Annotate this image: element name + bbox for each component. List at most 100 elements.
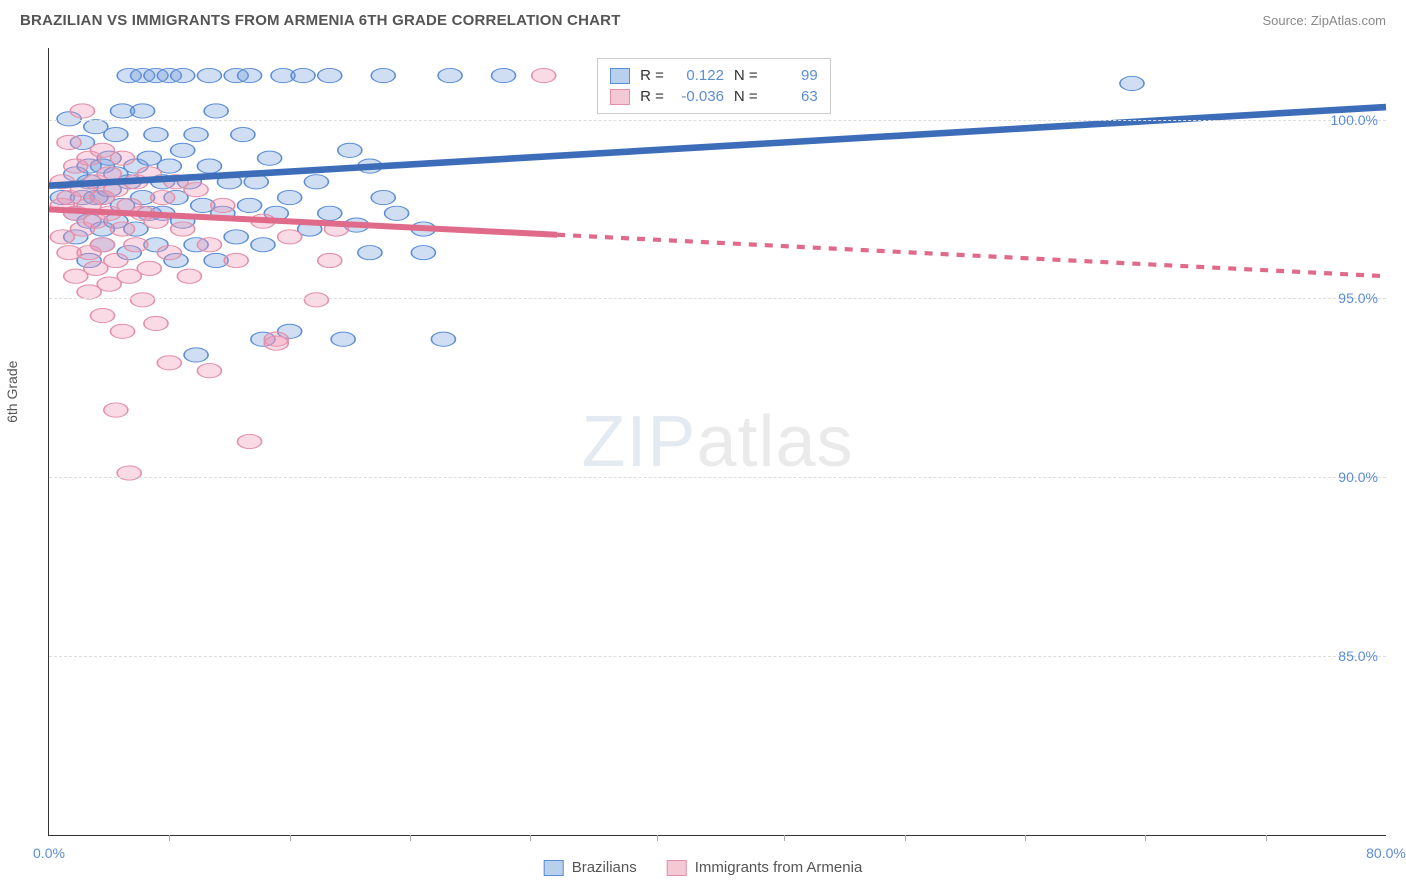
- stat-n-value: 63: [768, 88, 818, 105]
- scatter-point: [197, 364, 221, 378]
- y-tick-label: 90.0%: [1338, 469, 1378, 485]
- stat-n-label: N =: [734, 88, 758, 105]
- chart-title: BRAZILIAN VS IMMIGRANTS FROM ARMENIA 6TH…: [20, 12, 621, 29]
- stats-row: R = -0.036 N = 63: [610, 86, 818, 107]
- y-axis-label: 6th Grade: [4, 361, 20, 423]
- gridline: [49, 656, 1386, 657]
- scatter-point: [358, 246, 382, 260]
- scatter-point: [231, 127, 255, 141]
- scatter-point: [264, 336, 288, 350]
- bottom-legend: Brazilians Immigrants from Armenia: [544, 859, 863, 876]
- scatter-point: [157, 246, 181, 260]
- scatter-point: [304, 175, 328, 189]
- plot-area: ZIPatlas R =0.122N =99R =-0.036N =63 85.…: [48, 48, 1386, 836]
- scatter-point: [371, 68, 395, 82]
- scatter-point: [171, 143, 195, 157]
- scatter-point: [304, 293, 328, 307]
- scatter-point: [318, 253, 342, 267]
- scatter-point: [90, 308, 114, 322]
- scatter-point: [184, 127, 208, 141]
- scatter-point: [211, 198, 235, 212]
- x-tick-mark: [657, 835, 658, 841]
- scatter-point: [70, 104, 94, 118]
- legend-swatch: [610, 68, 630, 84]
- scatter-point: [411, 246, 435, 260]
- scatter-point: [318, 68, 342, 82]
- scatter-point: [144, 316, 168, 330]
- scatter-point: [104, 403, 128, 417]
- stat-r-value: 0.122: [674, 67, 724, 84]
- x-tick-mark: [290, 835, 291, 841]
- legend-item: Brazilians: [544, 859, 637, 876]
- x-tick-mark: [530, 835, 531, 841]
- scatter-point: [171, 68, 195, 82]
- scatter-point: [532, 68, 556, 82]
- scatter-point: [238, 68, 262, 82]
- legend-swatch: [610, 89, 630, 105]
- chart-svg: [49, 48, 1386, 835]
- regression-line-dashed: [557, 235, 1386, 276]
- scatter-point: [104, 127, 128, 141]
- scatter-point: [184, 348, 208, 362]
- x-tick-mark: [169, 835, 170, 841]
- scatter-point: [117, 466, 141, 480]
- legend-swatch: [544, 860, 564, 876]
- scatter-point: [151, 190, 175, 204]
- scatter-point: [157, 356, 181, 370]
- gridline: [49, 477, 1386, 478]
- scatter-point: [278, 190, 302, 204]
- scatter-point: [184, 183, 208, 197]
- legend-item: Immigrants from Armenia: [667, 859, 863, 876]
- scatter-point: [338, 143, 362, 157]
- scatter-point: [57, 135, 81, 149]
- scatter-point: [251, 238, 275, 252]
- scatter-point: [111, 151, 135, 165]
- scatter-point: [197, 68, 221, 82]
- scatter-point: [331, 332, 355, 346]
- x-tick-mark: [905, 835, 906, 841]
- scatter-point: [1120, 76, 1144, 90]
- x-tick-mark: [784, 835, 785, 841]
- scatter-point: [177, 269, 201, 283]
- scatter-point: [144, 127, 168, 141]
- scatter-point: [131, 104, 155, 118]
- scatter-point: [111, 222, 135, 236]
- y-tick-label: 95.0%: [1338, 290, 1378, 306]
- x-tick-mark: [1025, 835, 1026, 841]
- stat-r-label: R =: [640, 67, 664, 84]
- scatter-point: [291, 68, 315, 82]
- scatter-point: [131, 293, 155, 307]
- scatter-point: [238, 434, 262, 448]
- x-tick-label: 0.0%: [33, 845, 65, 861]
- legend-swatch: [667, 860, 687, 876]
- x-tick-label: 80.0%: [1366, 845, 1406, 861]
- x-tick-mark: [1266, 835, 1267, 841]
- scatter-point: [278, 230, 302, 244]
- scatter-point: [371, 190, 395, 204]
- stat-n-value: 99: [768, 67, 818, 84]
- scatter-point: [104, 253, 128, 267]
- scatter-point: [197, 159, 221, 173]
- stats-row: R = 0.122 N = 99: [610, 65, 818, 86]
- scatter-point: [171, 222, 195, 236]
- stat-r-label: R =: [640, 88, 664, 105]
- gridline: [49, 298, 1386, 299]
- stats-box: R = 0.122 N = 99 R = -0.036 N = 63: [597, 58, 831, 114]
- scatter-point: [438, 68, 462, 82]
- gridline: [49, 120, 1386, 121]
- scatter-point: [318, 206, 342, 220]
- stat-n-label: N =: [734, 67, 758, 84]
- scatter-point: [90, 238, 114, 252]
- scatter-point: [385, 206, 409, 220]
- legend-label: Brazilians: [572, 859, 637, 876]
- scatter-point: [238, 198, 262, 212]
- scatter-point: [224, 253, 248, 267]
- scatter-point: [124, 238, 148, 252]
- y-tick-label: 85.0%: [1338, 648, 1378, 664]
- scatter-point: [258, 151, 282, 165]
- scatter-point: [197, 238, 221, 252]
- scatter-point: [492, 68, 516, 82]
- x-tick-mark: [1145, 835, 1146, 841]
- legend-label: Immigrants from Armenia: [695, 859, 863, 876]
- stat-r-value: -0.036: [674, 88, 724, 105]
